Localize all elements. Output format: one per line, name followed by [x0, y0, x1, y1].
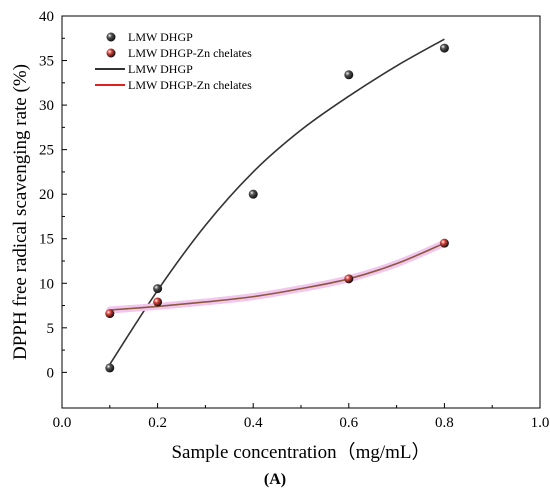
point-lmw-dhgp [248, 189, 258, 199]
legend-symbol [106, 48, 116, 58]
x-axis-title: Sample concentration（mg/mL） [171, 441, 430, 463]
legend-label: LMW DHGP-Zn chelates [128, 46, 252, 60]
point-zn-chelates [344, 274, 354, 284]
point-zn-chelates [153, 297, 163, 307]
point-lmw-dhgp [439, 43, 449, 53]
legend-symbol [106, 32, 116, 42]
legend-label: LMW DHGP-Zn chelates [128, 78, 252, 92]
legend-label: LMW DHGP [128, 30, 193, 44]
x-tick-label: 0.0 [53, 415, 72, 431]
x-tick-label: 0.2 [148, 415, 167, 431]
x-tick-label: 1.0 [531, 415, 550, 431]
y-tick-label: 10 [39, 276, 54, 292]
x-tick-label: 0.6 [339, 415, 358, 431]
point-lmw-dhgp [344, 70, 354, 80]
y-tick-label: 20 [39, 187, 54, 203]
y-axis-title: DPPH free radical scavenging rate (%) [10, 64, 31, 360]
series-layer [105, 38, 449, 373]
point-lmw-dhgp [105, 363, 115, 373]
x-tick-label: 0.8 [435, 415, 454, 431]
x-axis-ticks: 0.0 0.2 0.4 0.6 0.8 1.0 [53, 403, 550, 431]
y-tick-label: 25 [39, 143, 54, 159]
y-tick-label: 0 [47, 365, 55, 381]
x-tick-label: 0.4 [244, 415, 263, 431]
panel-label: (A) [264, 471, 286, 488]
legend: LMW DHGP LMW DHGP-Zn chelates LMW DHGP LMW … [95, 30, 252, 92]
y-tick-label: 30 [39, 98, 54, 114]
y-axis-ticks: 0 5 10 15 20 25 30 35 40 [39, 9, 67, 381]
point-zn-chelates [439, 238, 449, 248]
y-tick-label: 35 [39, 54, 54, 70]
fit-line-zn-chelates [109, 242, 445, 311]
legend-label: LMW DHGP [128, 62, 193, 76]
point-lmw-dhgp [153, 284, 163, 294]
y-tick-label: 40 [39, 9, 54, 25]
y-tick-label: 15 [39, 232, 54, 248]
y-tick-label: 5 [47, 321, 55, 337]
point-zn-chelates [105, 309, 115, 319]
